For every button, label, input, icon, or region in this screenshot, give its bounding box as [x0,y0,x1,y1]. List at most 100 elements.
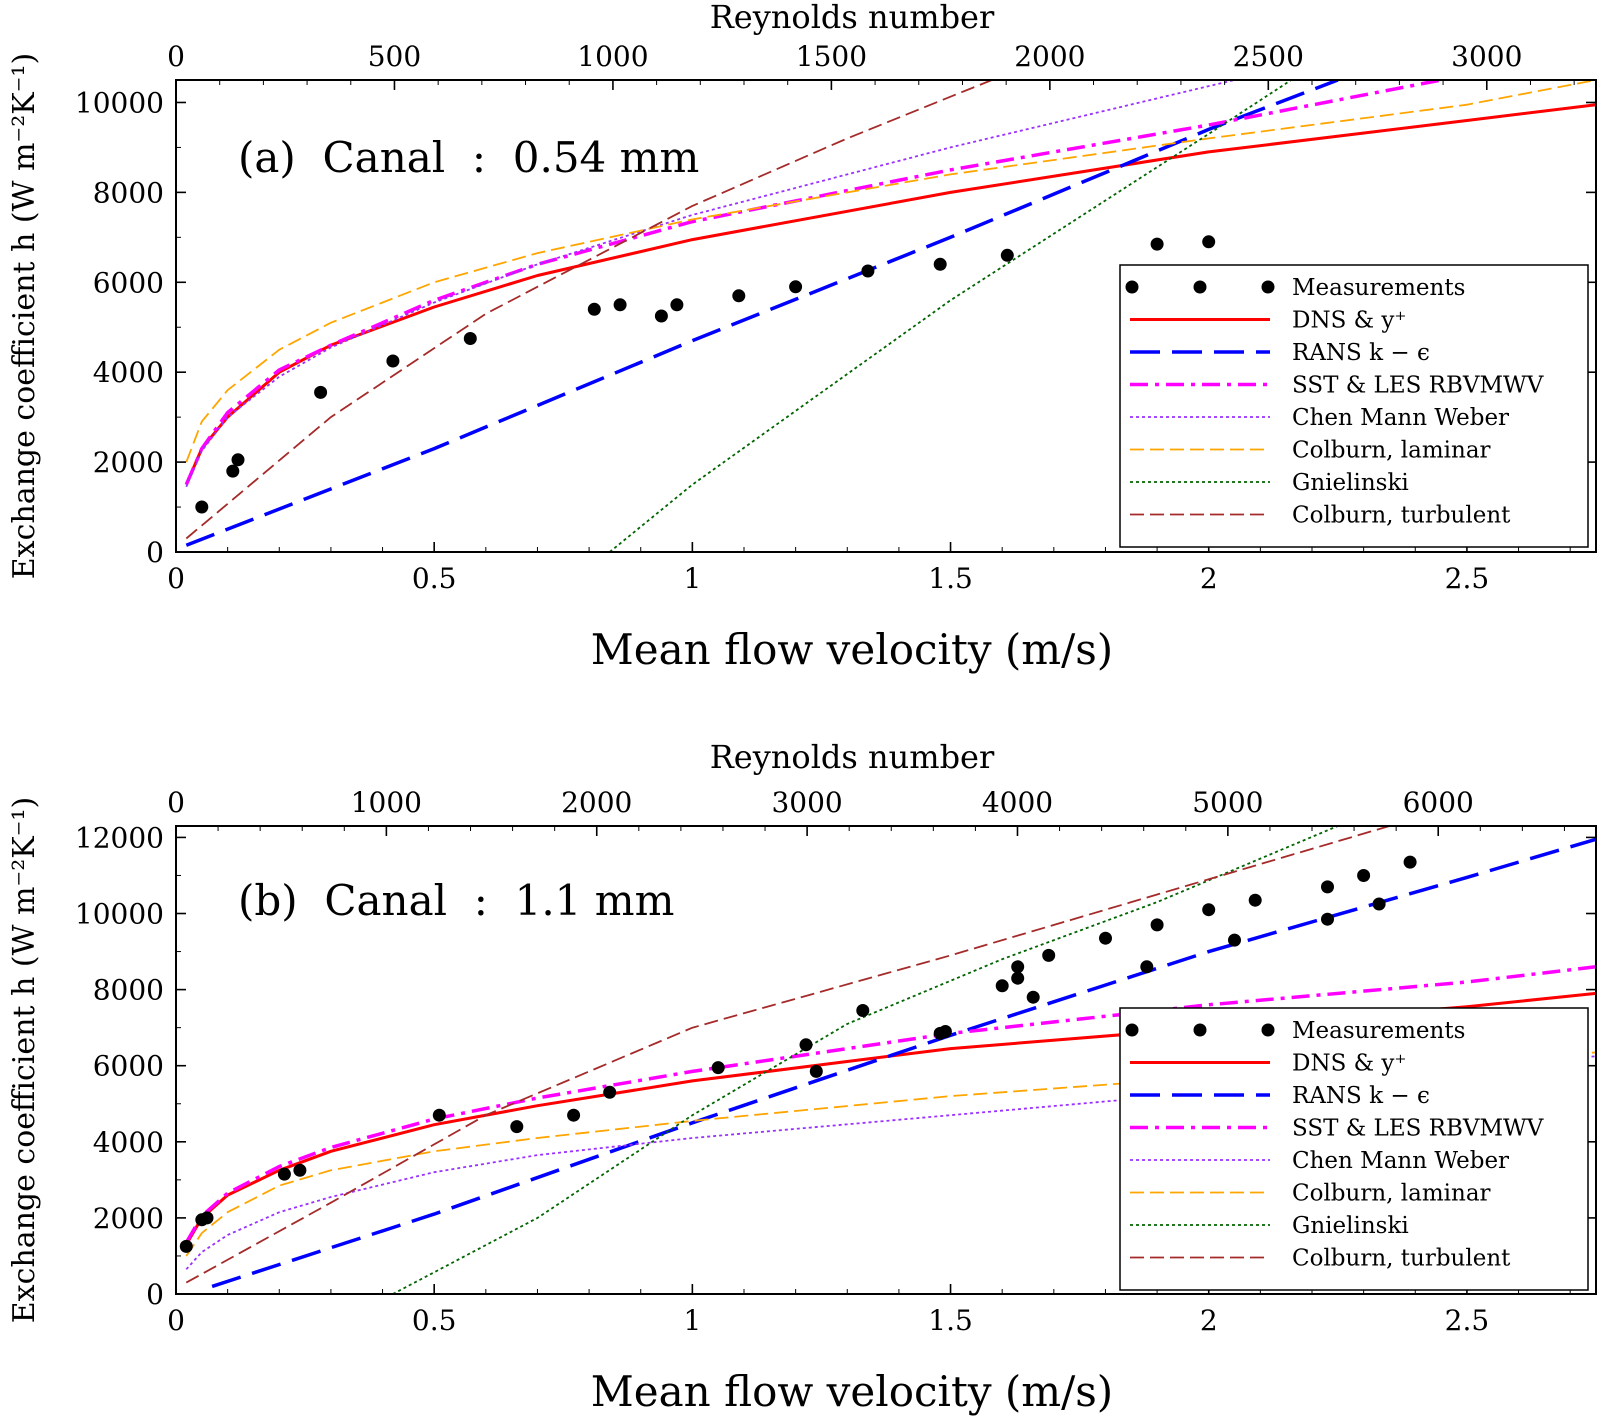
measurement-point-a [386,354,400,368]
legend-label-chen-mann-weber-a: Chen Mann Weber [1292,405,1509,431]
top-x-tick-label-a: 3000 [1451,40,1522,73]
measurement-point-a [732,289,746,303]
legend-label-colburn-laminar-a: Colburn, laminar [1292,438,1491,464]
y-tick-label-a: 10000 [75,86,164,119]
measurement-point-b [432,1108,446,1122]
measurement-point-b [1026,990,1040,1004]
legend-b: Measurements DNS & y⁺ RANS k − ϵ SST & LES … [1119,1007,1589,1291]
top-x-tick-label-b: 0 [167,786,185,819]
top-axis-title-b: Reynolds number [710,738,995,776]
measurement-point-b [567,1108,581,1122]
measurement-point-b [1321,912,1334,926]
measurement-point-b [799,1038,813,1052]
legend-label-rans-k-a: RANS k − ϵ [1292,340,1430,366]
y-tick-label-b: 6000 [93,1050,164,1083]
measurement-point-a [195,500,209,514]
measurement-point-b [1403,855,1417,869]
left-axis-title-a: Exchange coefficient h (W m⁻²K⁻¹) [7,53,42,579]
panel-b: 0 0.5 1 1.5 2 2.5 0 1000 2000 3000 4000 5000 6000 0 20… [7,738,1597,1416]
left-axis-title-b: Exchange coefficient h (W m⁻²K⁻¹) [7,797,42,1323]
measurement-point-b [856,1004,870,1017]
series-gnielinski-a [609,80,1292,552]
panel-title-b: (b) Canal : 1.1 mm [238,876,674,925]
legend-box-a [1119,264,1589,548]
legend-label-colburn-turbulent-a: Colburn, turbulent [1292,503,1511,529]
legend-label-chen-mann-weber-b: Chen Mann Weber [1292,1148,1509,1174]
legend-label-dns-y-b: DNS & y⁺ [1292,1051,1407,1077]
measurement-point-a [1000,248,1014,262]
x-tick-label-a: 0.5 [412,562,457,595]
top-x-tick-label-a: 500 [368,40,421,73]
measurement-point-a [587,302,601,316]
measurement-point-b [603,1085,617,1099]
x-tick-label-b: 0 [167,1304,185,1337]
series-rans-k-a [185,80,1339,547]
bottom-axis-title-b: Mean flow velocity (m/s) [591,1367,1113,1416]
x-tick-label-b: 1.5 [928,1304,973,1337]
top-x-tick-label-b: 2000 [561,786,632,819]
legend-a: Measurements DNS & y⁺ RANS k − ϵ SST & LES … [1119,264,1589,548]
y-tick-label-b: 0 [146,1278,164,1311]
legend-label-measurements-b: Measurements [1292,1018,1465,1044]
measurement-point-a [861,264,875,278]
measurement-point-b [1357,869,1371,882]
measurement-point-b [1011,960,1025,974]
legend-label-gnielinski-b: Gnielinski [1292,1213,1409,1239]
y-tick-label-b: 10000 [75,898,164,931]
legend-marker-b [1193,1023,1207,1037]
y-tick-label-a: 4000 [93,356,164,389]
panel-title-a: (a) Canal : 0.54 mm [238,133,699,182]
measurement-point-b [1202,903,1216,917]
legend-label-sst-les-rbvmwv-b: SST & LES RBVMWV [1292,1116,1544,1142]
legend-label-dns-y-a: DNS & y⁺ [1292,308,1407,334]
legend-marker-a [1261,280,1275,294]
measurement-point-a [1150,237,1164,251]
measurement-point-a [933,257,947,271]
x-tick-label-a: 2.5 [1445,562,1490,595]
measurement-point-a [463,332,477,345]
x-tick-label-a: 0 [167,562,185,595]
panel-a: 0 0.5 1 1.5 2 2.5 0 500 1000 1500 2000 2500 3000 0 200… [7,0,1597,674]
x-tick-label-b: 2.5 [1445,1304,1490,1337]
legend-label-colburn-turbulent-b: Colburn, turbulent [1292,1246,1511,1272]
y-tick-label-a: 2000 [93,446,164,479]
x-tick-label-a: 2 [1200,562,1218,595]
measurement-point-b [1099,931,1112,945]
measurement-point-b [200,1211,214,1225]
y-tick-label-b: 12000 [75,821,164,854]
x-tick-label-b: 1 [683,1304,701,1337]
measurement-point-b [711,1061,725,1075]
measurement-point-b [510,1120,524,1134]
measurement-point-a [789,280,803,294]
x-tick-label-a: 1 [683,562,701,595]
top-x-tick-label-b: 6000 [1403,786,1474,819]
legend-marker-b [1125,1023,1139,1037]
measurement-point-a [226,464,240,478]
legend-marker-a [1193,280,1207,294]
measurement-point-b [277,1167,291,1181]
plot-frame-b [175,825,1597,1295]
series-colburn-turbulent-a [185,80,993,540]
measurement-point-b [1011,971,1025,985]
top-x-tick-label-a: 2000 [1014,40,1085,73]
plot-frame-a [175,79,1597,553]
x-tick-label-b: 0.5 [412,1304,457,1337]
measurement-point-b [995,979,1009,993]
measurement-point-b [1140,960,1154,974]
legend-label-colburn-laminar-b: Colburn, laminar [1292,1181,1491,1207]
series-colburn-turbulent-b [185,826,1390,1284]
legend-label-rans-k-b: RANS k − ϵ [1292,1083,1430,1109]
measurement-point-b [809,1064,823,1078]
y-tick-label-a: 0 [146,536,164,569]
measurement-point-a [670,298,684,312]
legend-box-b [1119,1007,1589,1291]
measurement-point-b [293,1163,307,1177]
x-tick-label-b: 2 [1200,1304,1218,1337]
series-sst-les-rbvmwv-b [184,965,1596,1244]
measurement-point-b [179,1239,193,1253]
series-chen-mann-weber-a [185,80,1235,488]
top-x-tick-label-a: 0 [167,40,185,73]
bottom-axis-title-a: Mean flow velocity (m/s) [591,625,1113,674]
measurement-point-b [1150,918,1164,932]
